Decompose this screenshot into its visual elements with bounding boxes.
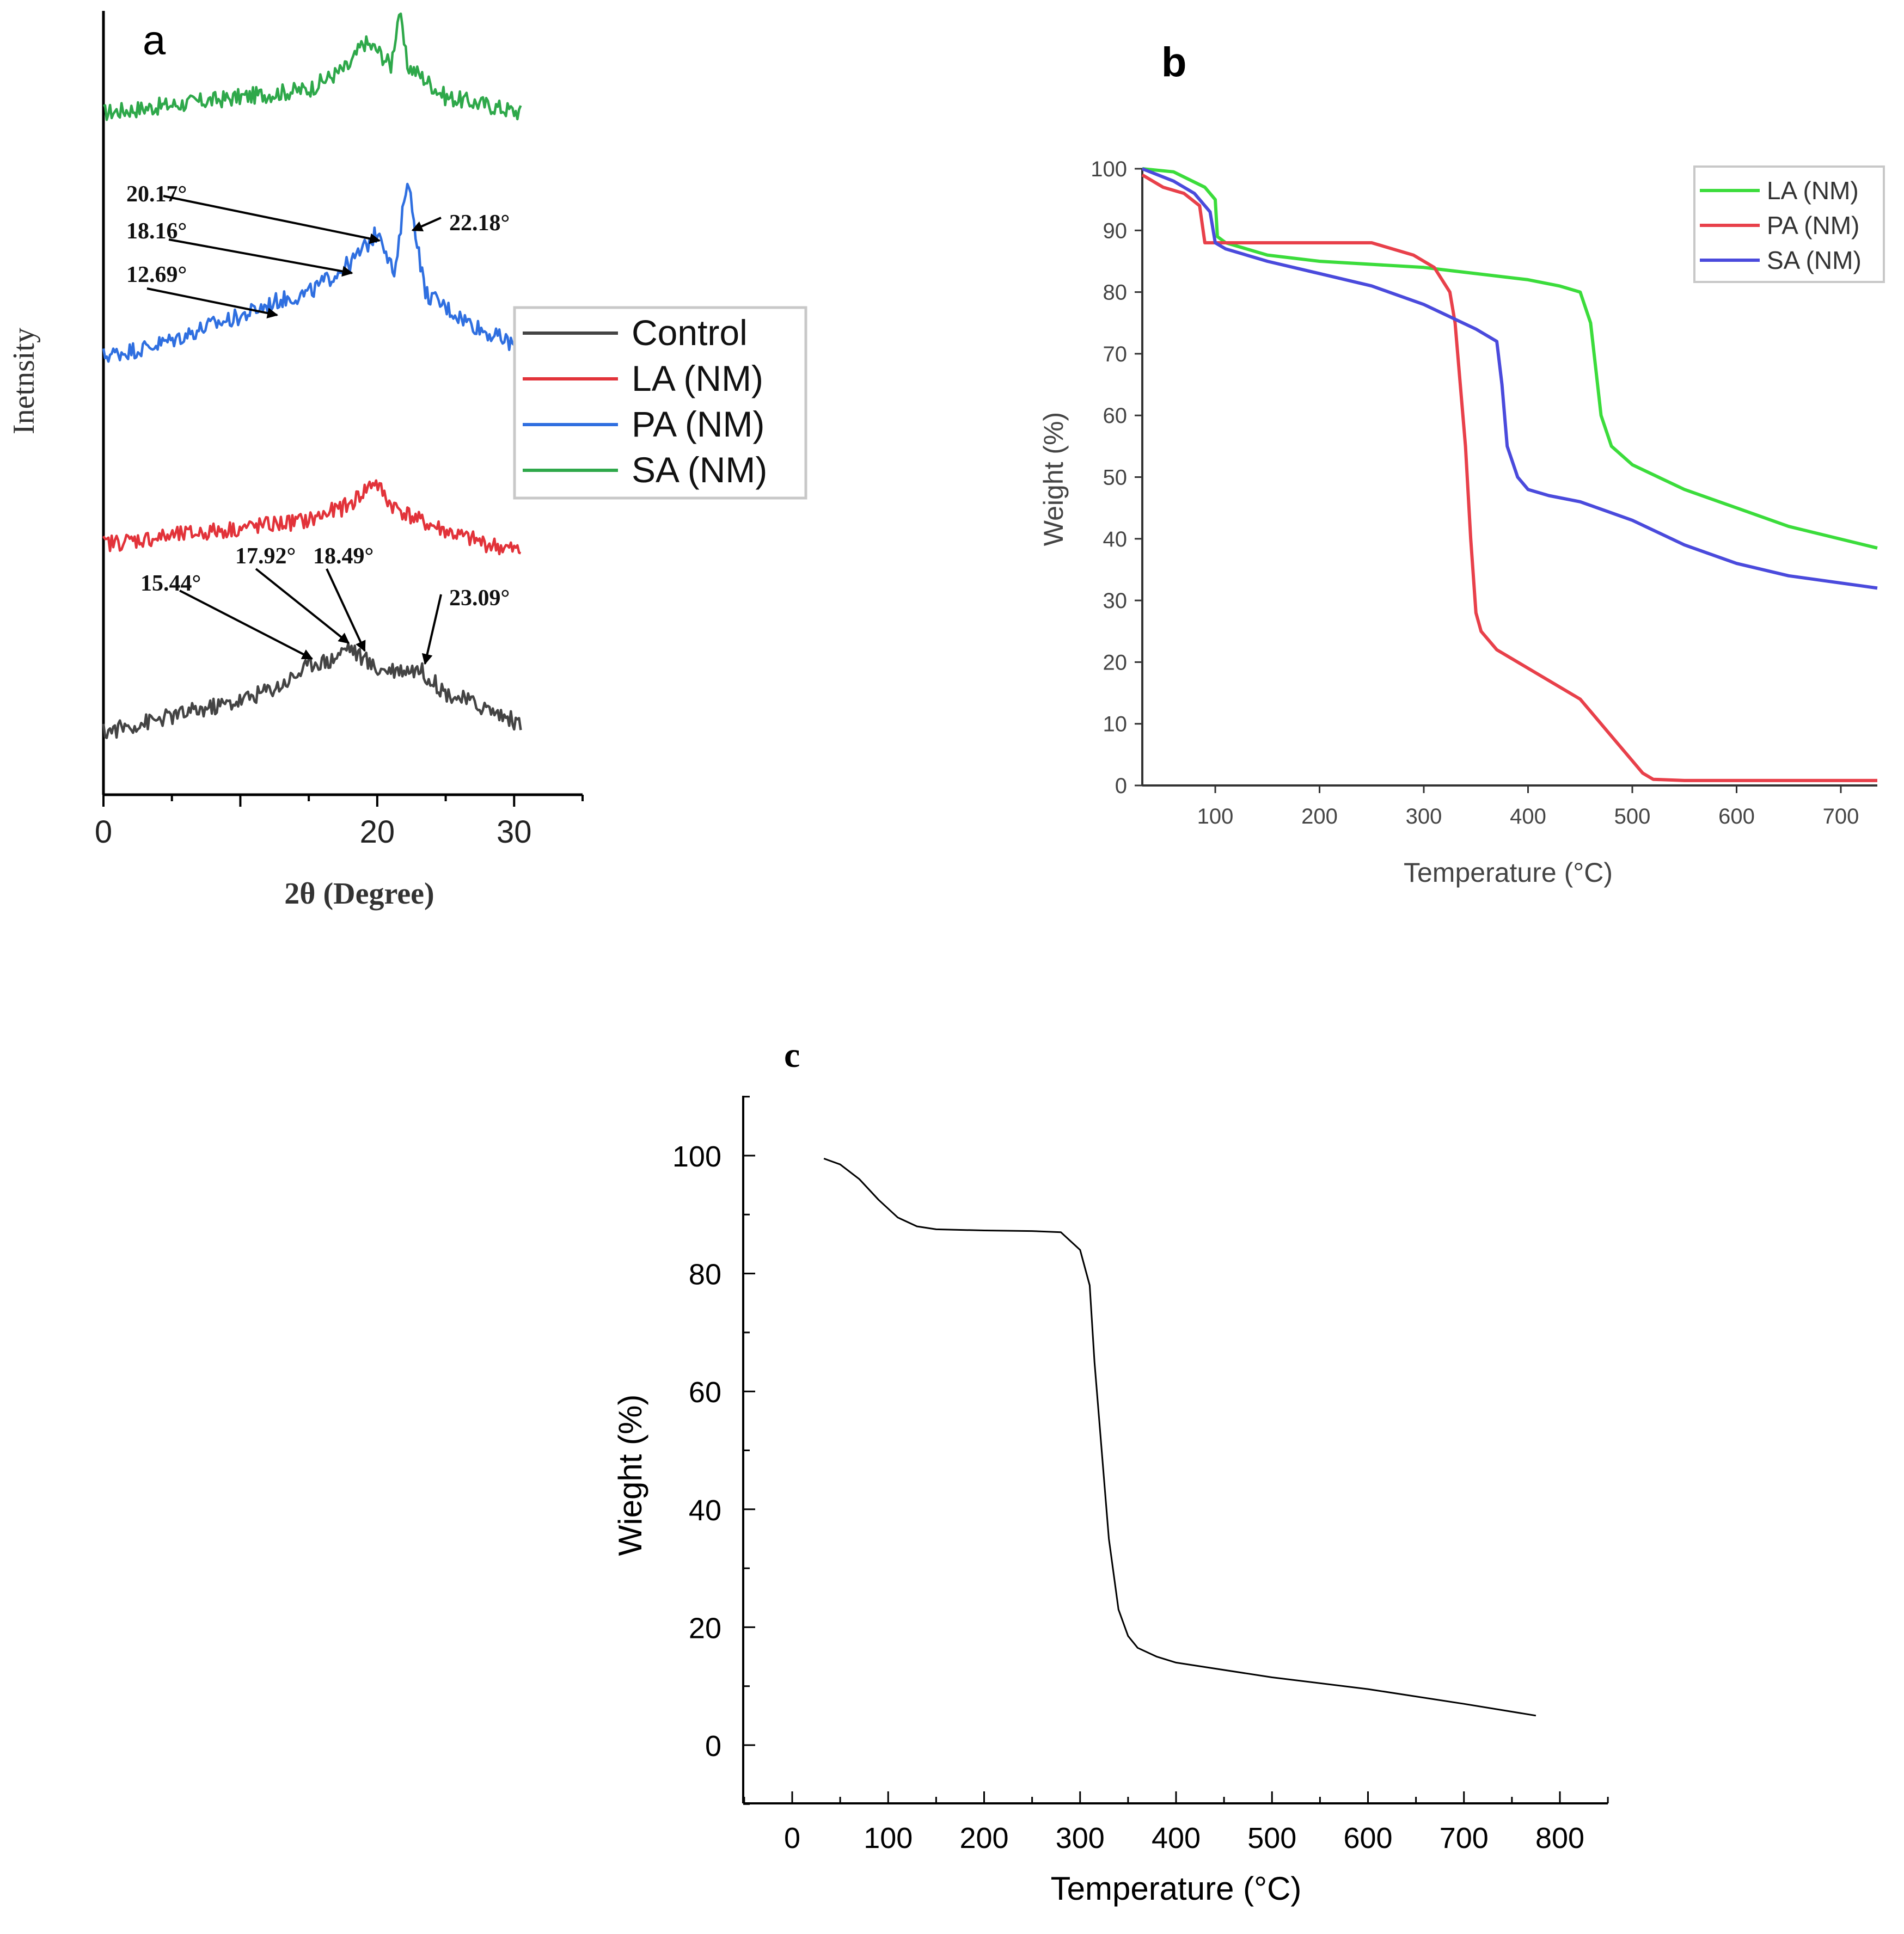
- a-peak-annotation-label: 12.69°: [126, 262, 187, 287]
- b-legend-label: PA (NM): [1767, 211, 1859, 240]
- b-x-tick-label: 700: [1823, 805, 1859, 828]
- a-legend-label: LA (NM): [632, 358, 763, 398]
- c-x-tick-label: 800: [1535, 1822, 1584, 1855]
- b-legend-label: SA (NM): [1767, 246, 1862, 274]
- a-peak-arrow: [411, 217, 442, 232]
- panel-c-x-axis-label: Temperature (°C): [1051, 1870, 1302, 1907]
- panel-b-series: [1141, 167, 1878, 782]
- a-peak-annotation-label: 18.49°: [313, 544, 374, 569]
- panel-a-series: [102, 12, 522, 739]
- a-peak-annotation-label: 17.92°: [235, 544, 296, 569]
- panel-a-x-axis-label: 2θ (Degree): [284, 877, 434, 911]
- b-x-tick-label: 300: [1406, 805, 1442, 828]
- b-legend-label: LA (NM): [1767, 176, 1859, 205]
- c-x-tick-label: 400: [1152, 1822, 1201, 1855]
- panel-a-xrd: a 0 20 30 20.17° 18.16° 12.69° 22.18° 15.44° 17…: [7, 11, 807, 911]
- a-peak-annotation-label: 23.09°: [449, 586, 510, 611]
- c-x-tick-label: 200: [959, 1822, 1008, 1855]
- panel-b-axes: 0 10 20 30 40 50 60 70 80 90 100 100 200 300 400 500 600…: [1091, 157, 1877, 828]
- a-legend-label: SA (NM): [632, 450, 767, 490]
- panel-b-x-axis-label: Temperature (°C): [1404, 857, 1613, 888]
- a-series-line-lanm: [102, 479, 522, 556]
- b-y-tick-label: 40: [1103, 527, 1128, 551]
- a-peak-annotation-label: 18.16°: [126, 219, 187, 244]
- panel-a-legend: Control LA (NM) PA (NM) SA (NM): [513, 306, 807, 500]
- b-y-tick-label: 80: [1103, 281, 1128, 305]
- a-peak-annotation-label: 15.44°: [140, 571, 201, 596]
- b-series-line-lanm: [1142, 167, 1878, 550]
- a-legend-box: [513, 306, 807, 500]
- a-peak-arrow: [168, 238, 353, 277]
- a-series-line-panm: [102, 182, 522, 363]
- panel-c-letter: c: [784, 1035, 800, 1075]
- b-y-tick-label: 10: [1103, 713, 1128, 736]
- c-x-tick-label: 500: [1247, 1822, 1296, 1855]
- panel-a-annotations: 20.17° 18.16° 12.69° 22.18° 15.44° 17.92° 18.4…: [126, 182, 510, 665]
- c-x-tick-label: 700: [1440, 1822, 1489, 1855]
- a-peak-arrow: [255, 568, 350, 644]
- a-peak-arrow: [179, 590, 313, 660]
- b-y-tick-label: 0: [1115, 774, 1127, 798]
- panel-a-y-axis-label: Inetnsity: [7, 328, 41, 434]
- a-peak-arrow: [163, 195, 381, 244]
- b-series-line-panm: [1141, 173, 1877, 782]
- panel-b-letter: b: [1161, 39, 1186, 85]
- c-y-tick-label: 80: [689, 1258, 721, 1291]
- panel-a-letter: a: [143, 17, 166, 64]
- a-x-tick-label: 0: [95, 814, 112, 850]
- b-y-tick-label: 50: [1103, 466, 1128, 490]
- a-peak-arrow: [146, 287, 279, 318]
- panel-b-y-axis-label: Weight (%): [1038, 412, 1069, 546]
- panel-c-y-axis-label: Wieght (%): [612, 1395, 648, 1556]
- b-y-tick-label: 90: [1103, 219, 1128, 243]
- a-legend-label: Control: [632, 312, 748, 353]
- c-y-tick-label: 20: [689, 1612, 721, 1644]
- b-x-tick-label: 600: [1718, 805, 1755, 828]
- panel-b-tga: b 0 10 20 30 40 50 60 70 80 90 100 100 200 300 400 500 6…: [1038, 39, 1885, 888]
- b-x-tick-label: 500: [1614, 805, 1651, 828]
- c-y-tick-label: 60: [689, 1376, 721, 1409]
- panel-b-legend: LA (NM) PA (NM) SA (NM): [1693, 165, 1885, 283]
- c-x-tick-label: 100: [864, 1822, 913, 1855]
- c-y-tick-label: 0: [705, 1730, 721, 1763]
- b-series-line-sanm: [1141, 167, 1878, 590]
- a-series-line-sanm: [103, 12, 522, 121]
- b-y-tick-label: 100: [1091, 157, 1127, 181]
- c-x-tick-label: 600: [1343, 1822, 1392, 1855]
- panel-c-axes: 0 20 40 60 80 100 0 100 200 300 400 500 600 700 800: [672, 1096, 1609, 1855]
- b-y-tick-label: 70: [1103, 342, 1128, 366]
- c-series-line: [823, 1157, 1536, 1717]
- b-y-tick-label: 60: [1103, 404, 1128, 428]
- a-series-line-control: [102, 642, 522, 739]
- a-peak-annotation-label: 20.17°: [126, 182, 187, 207]
- a-x-tick-label: 30: [497, 814, 532, 850]
- b-y-tick-label: 20: [1103, 650, 1128, 674]
- c-y-tick-label: 40: [689, 1494, 721, 1527]
- b-x-tick-label: 100: [1197, 805, 1234, 828]
- a-legend-label: PA (NM): [632, 404, 764, 444]
- b-y-tick-label: 30: [1103, 589, 1128, 613]
- panel-c-series: [823, 1157, 1536, 1717]
- b-x-tick-label: 200: [1301, 805, 1338, 828]
- a-x-tick-label: 20: [360, 814, 395, 850]
- c-x-tick-label: 0: [784, 1822, 800, 1855]
- a-peak-arrow: [421, 594, 442, 665]
- c-x-tick-label: 300: [1056, 1822, 1105, 1855]
- panel-a-axes: 0 20 30: [95, 11, 584, 850]
- a-peak-arrow: [326, 568, 366, 652]
- c-y-tick-label: 100: [672, 1140, 721, 1173]
- b-x-tick-label: 400: [1510, 805, 1546, 828]
- a-peak-annotation-label: 22.18°: [449, 211, 510, 236]
